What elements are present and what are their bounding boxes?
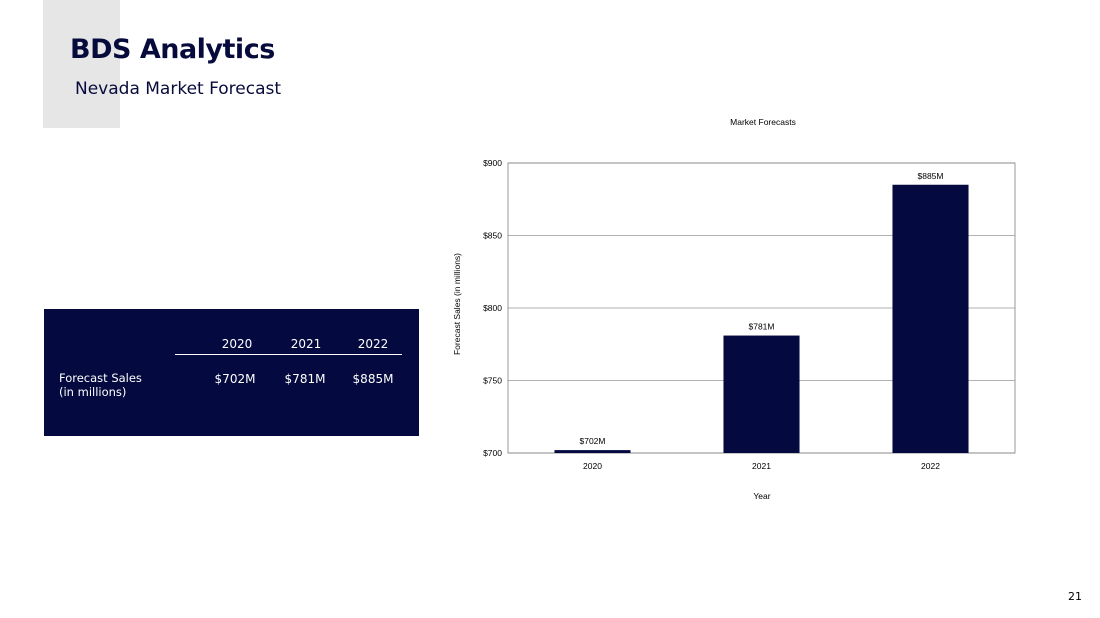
page-title: BDS Analytics bbox=[70, 34, 275, 65]
row-label-line1: Forecast Sales bbox=[59, 371, 142, 385]
x-tick-label-2020: 2020 bbox=[583, 461, 602, 471]
data-label-2020: $702M bbox=[580, 436, 606, 446]
market-forecast-chart: Market Forecasts $700 $750 $800 $850 $900 $7… bbox=[452, 117, 1016, 501]
forecast-table: 2020 2021 2022 Forecast Sales (in millio… bbox=[44, 309, 419, 436]
data-label-2021: $781M bbox=[749, 322, 775, 332]
x-tick-label-2022: 2022 bbox=[921, 461, 940, 471]
bar-2022 bbox=[892, 184, 969, 453]
y-tick-label: $900 bbox=[483, 158, 502, 168]
y-tick-label: $800 bbox=[483, 303, 502, 313]
x-axis-ticks: 2020 2021 2022 bbox=[583, 461, 940, 471]
data-label-2022: $885M bbox=[918, 171, 944, 181]
bar-2020 bbox=[554, 450, 631, 453]
chart-title: Market Forecasts bbox=[730, 117, 796, 127]
table-value-2022: $885M bbox=[352, 372, 394, 386]
table-header-rule bbox=[175, 354, 402, 355]
y-tick-label: $750 bbox=[483, 376, 502, 386]
y-tick-label: $700 bbox=[483, 448, 502, 458]
page-number: 21 bbox=[1068, 590, 1082, 603]
table-value-2021: $781M bbox=[284, 372, 326, 386]
row-label-line2: (in millions) bbox=[59, 385, 127, 399]
bar-2021 bbox=[723, 335, 800, 453]
table-row-label: Forecast Sales (in millions) bbox=[59, 371, 142, 399]
table-header-2022: 2022 bbox=[357, 337, 389, 351]
table-value-2020: $702M bbox=[214, 372, 256, 386]
table-header-2021: 2021 bbox=[290, 337, 322, 351]
bars: $702M $781M $885M bbox=[554, 171, 969, 453]
x-axis-label: Year bbox=[753, 491, 770, 501]
x-tick-label-2021: 2021 bbox=[752, 461, 771, 471]
page-subtitle: Nevada Market Forecast bbox=[75, 79, 282, 99]
y-tick-label: $850 bbox=[483, 231, 502, 241]
y-axis-label: Forecast Sales (in millions) bbox=[452, 253, 462, 355]
y-axis-ticks: $700 $750 $800 $850 $900 bbox=[483, 158, 502, 458]
table-header-2020: 2020 bbox=[221, 337, 253, 351]
accent-block bbox=[43, 0, 120, 128]
